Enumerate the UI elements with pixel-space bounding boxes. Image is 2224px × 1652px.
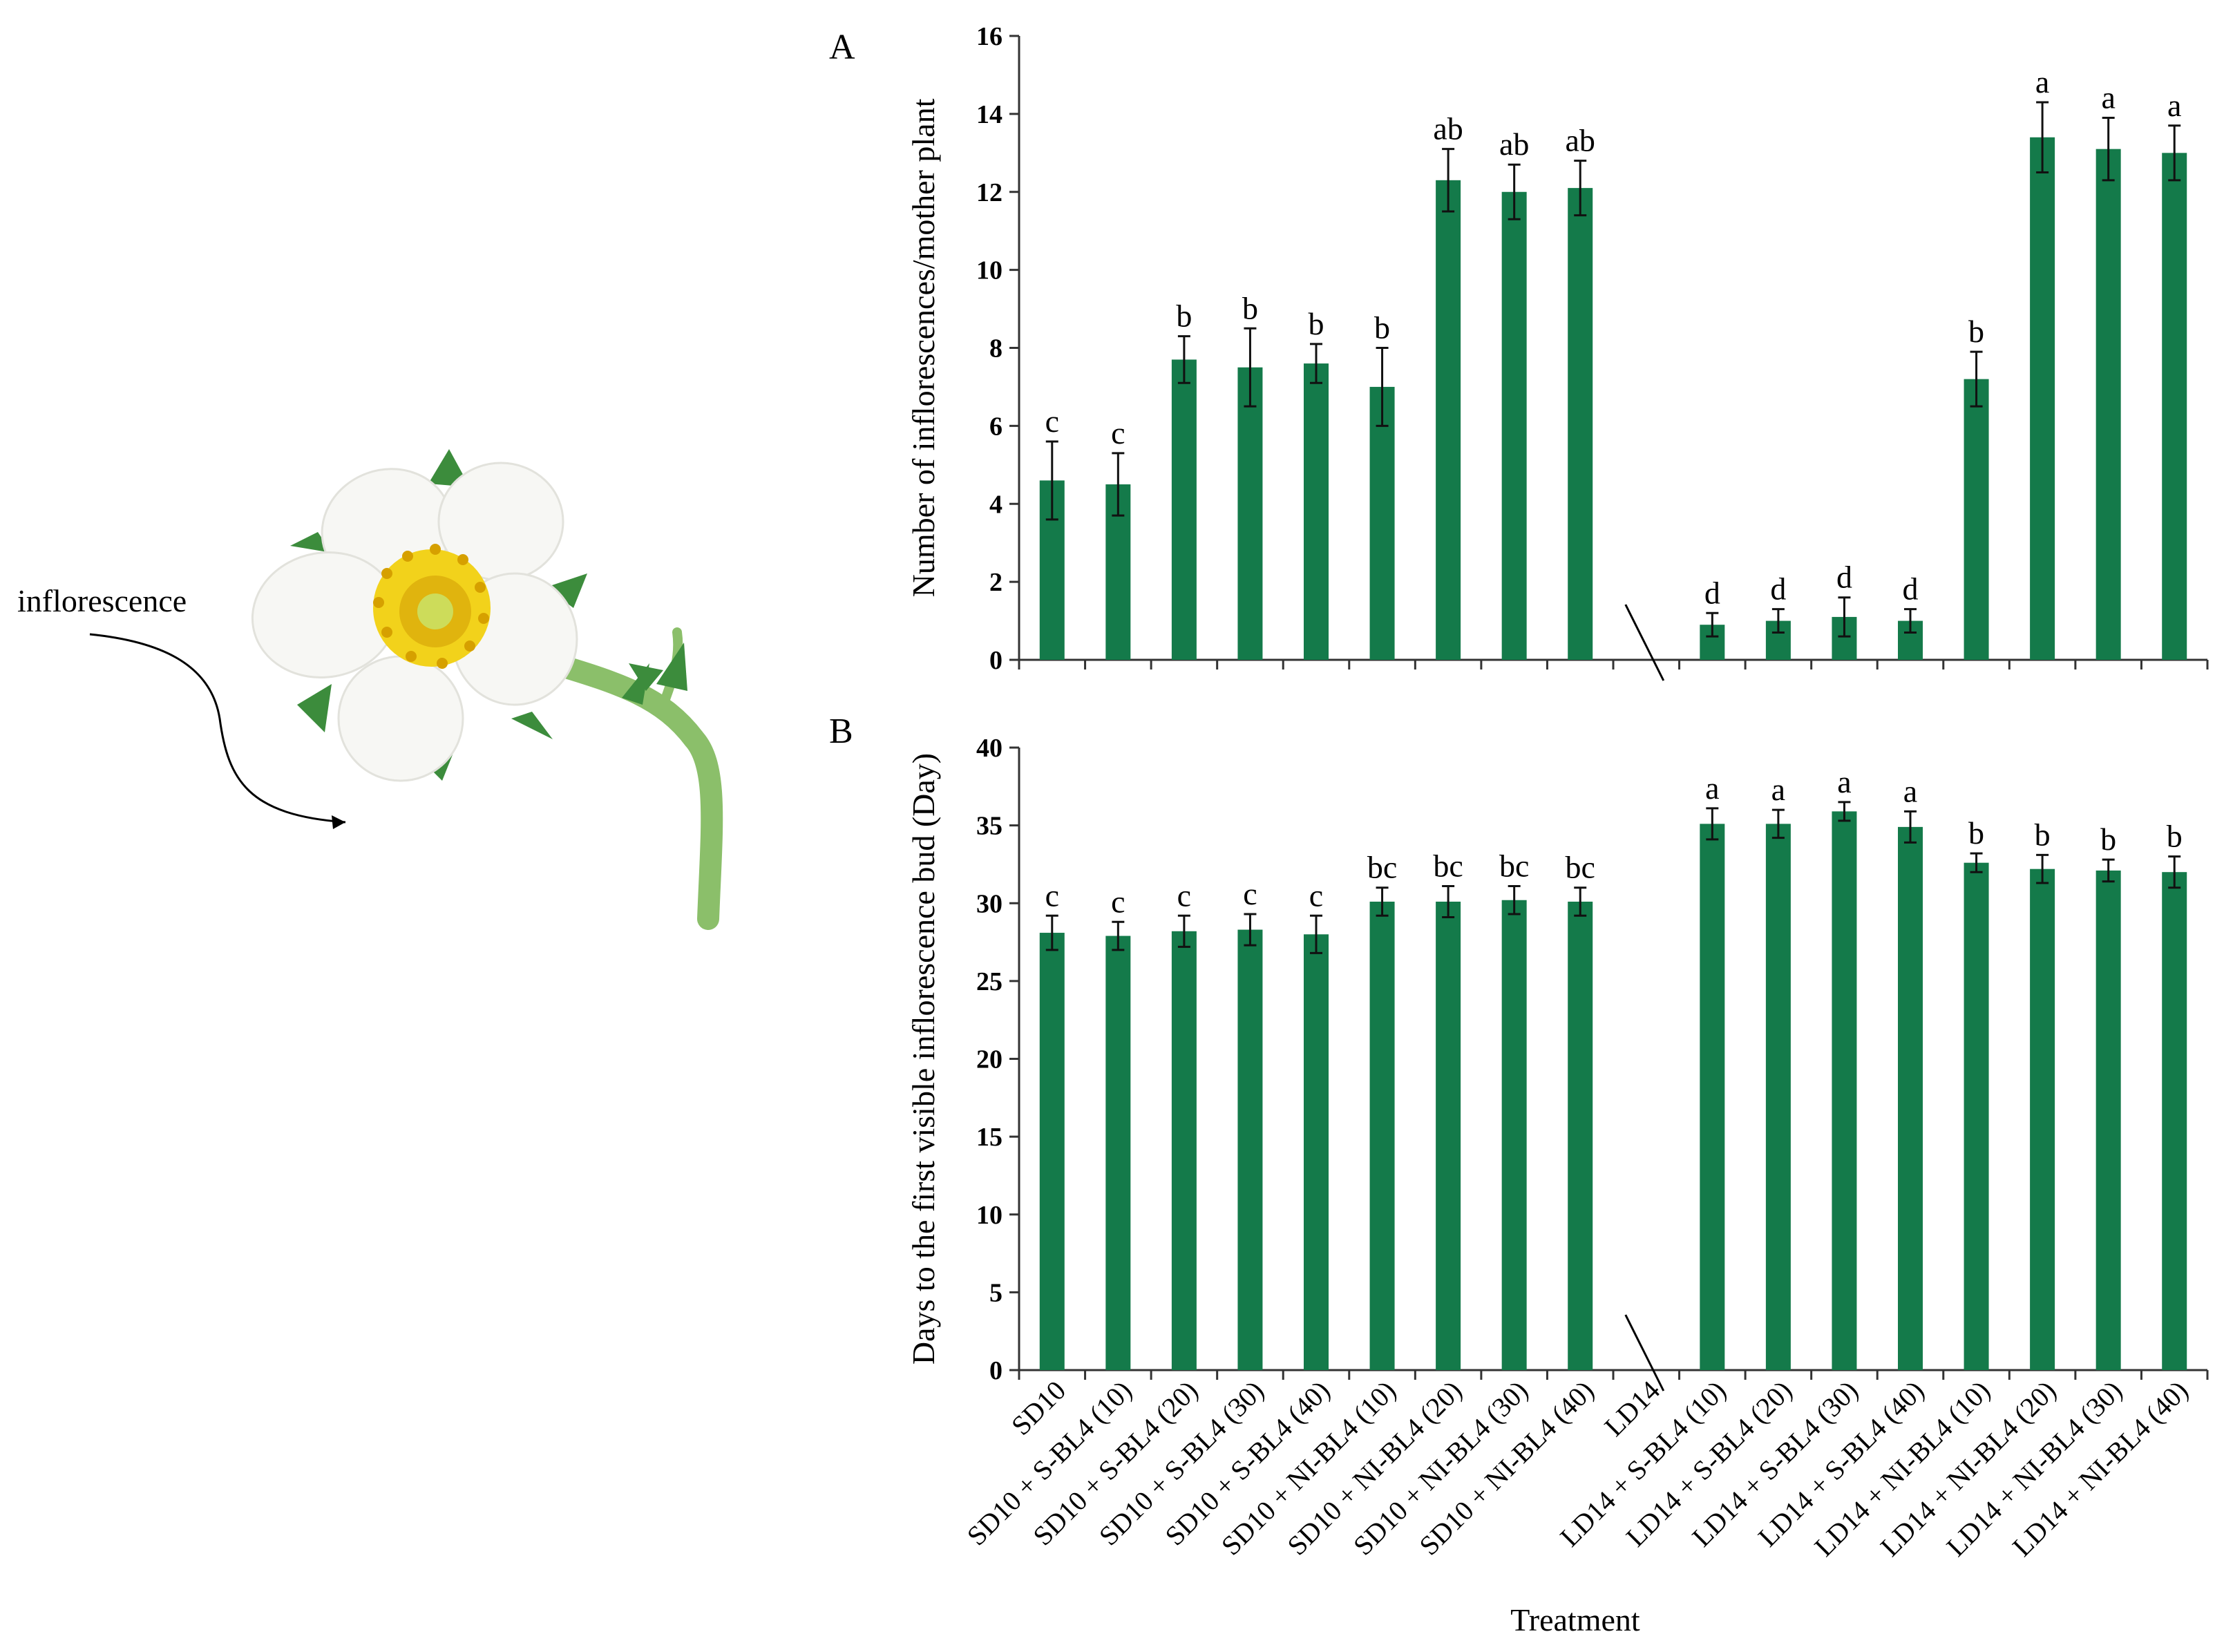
significance-label: b [2035,817,2051,852]
y-tick-label: 40 [976,734,1002,763]
stem [542,652,723,930]
y-tick-label: 6 [989,412,1002,441]
y-tick-label: 8 [989,334,1002,363]
significance-label: b [1309,306,1324,341]
significance-label: c [1177,877,1191,913]
significance-label: c [1045,877,1059,913]
y-tick-label: 35 [976,812,1002,841]
y-tick-label: 4 [989,490,1002,519]
significance-label: bc [1566,850,1595,885]
bar [1436,901,1461,1370]
significance-label: ab [1499,126,1529,162]
significance-label: a [1903,773,1917,808]
significance-label: bc [1499,848,1529,883]
bar [1832,811,1857,1370]
bar [1304,363,1329,660]
significance-label: d [1903,571,1919,607]
bar [1105,936,1131,1370]
axis-break-mark [1624,1314,1665,1392]
significance-label: b [1242,290,1258,325]
bar [1964,379,1989,660]
significance-label: a [1771,772,1785,807]
bar [1436,180,1461,661]
bar [2030,137,2055,661]
bar [1237,929,1263,1370]
bar [1039,933,1065,1370]
significance-label: b [1176,298,1192,334]
bar [2095,149,2121,660]
bar [1171,359,1197,660]
significance-label: ab [1433,111,1463,146]
significance-label: ab [1566,123,1595,158]
significance-label: b [1968,815,1984,851]
y-tick-label: 0 [989,646,1002,675]
bar [1568,901,1593,1370]
y-tick-label: 25 [976,967,1002,996]
y-axis-title: Days to the first visible inflorescence … [906,753,941,1365]
y-tick-label: 20 [976,1045,1002,1074]
significance-label: c [1243,876,1257,911]
panel-letter: B [829,712,853,751]
significance-label: c [1111,415,1125,450]
axis-break-mark [1624,604,1665,681]
significance-label: c [1111,884,1125,919]
y-tick-label: 10 [976,1201,1002,1230]
significance-label: d [1704,575,1720,610]
bar [2162,872,2187,1370]
significance-label: d [1770,571,1786,607]
significance-label: c [1045,403,1059,439]
y-tick-label: 15 [976,1123,1002,1152]
bar [1237,367,1263,660]
significance-label: b [1968,314,1984,349]
significance-label: b [1374,310,1390,345]
significance-label: bc [1367,850,1397,885]
x-axis-title: Treatment [1510,1602,1640,1637]
bar [1369,386,1395,660]
significance-label: b [2167,819,2183,854]
inflorescence-label: inflorescence [17,583,187,618]
bar [2162,153,2187,660]
bar [2095,870,2121,1370]
y-tick-label: 14 [976,100,1002,129]
bar [1304,934,1329,1370]
bar [1765,824,1791,1370]
significance-label: a [1837,764,1851,799]
inflorescence-arrow [89,633,346,824]
flower-illustration [214,408,767,947]
significance-label: a [2035,64,2049,99]
y-tick-label: 5 [989,1278,1002,1307]
y-axis-title: Number of inflorescences/mother plant [906,98,941,597]
y-tick-label: 0 [989,1356,1002,1385]
panel-b-chart: B 0 5 10 15 20 25 30 35 40 Days to the first visib… [829,712,2209,1637]
bar [1964,862,1989,1370]
significance-label: d [1836,560,1852,595]
y-tick-label: 16 [976,22,1002,51]
y-tick-label: 12 [976,178,1002,207]
significance-label: bc [1433,848,1463,883]
panel-a-chart: A 0 2 4 6 8 10 12 14 16 Number of inflorescences/m… [829,22,2209,681]
bar [1171,931,1197,1370]
bar [1898,826,1923,1370]
significance-label: b [2100,822,2116,857]
bar [1568,188,1593,660]
significance-label: c [1309,877,1323,913]
bar [2030,868,2055,1370]
y-tick-label: 30 [976,889,1002,918]
y-tick-label: 2 [989,568,1002,597]
arrowhead-icon [332,815,345,829]
significance-label: a [2167,88,2181,123]
panel-letter: A [829,28,855,67]
significance-label: a [2101,80,2115,115]
y-tick-label: 10 [976,256,1002,285]
bar [1501,900,1527,1370]
bar [1369,901,1395,1370]
significance-label: a [1705,770,1719,806]
bar [1700,824,1725,1370]
bar [1501,191,1527,660]
